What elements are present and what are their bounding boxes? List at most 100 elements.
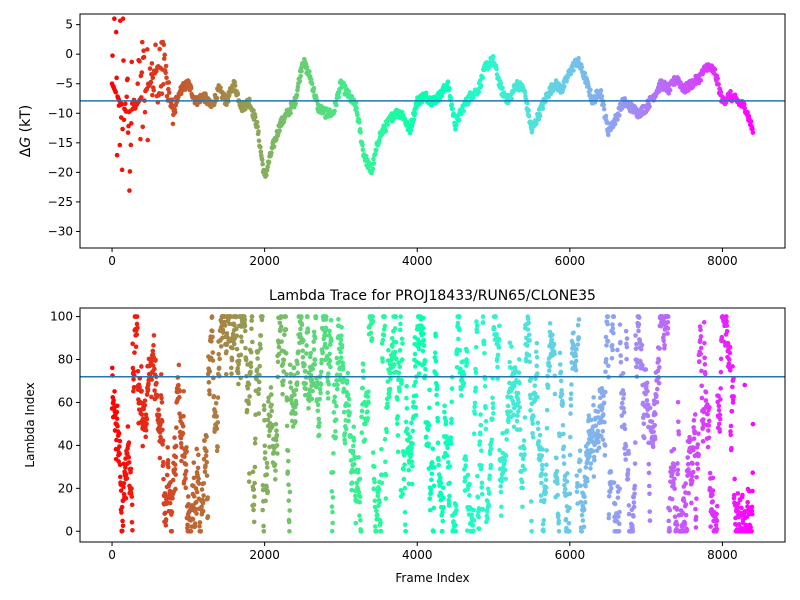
lambda-point [249,318,254,323]
lambda-point [464,360,470,366]
lambda-point [559,391,565,397]
lambda-point [641,435,647,441]
lambda-point [251,519,257,525]
lambda-point [749,504,755,510]
lambda-point [517,380,522,386]
lambda-point [345,370,351,376]
lambda-point [316,416,322,422]
lambda-point [646,483,652,489]
lambda-point [394,356,399,362]
lambda-point [269,408,275,414]
lambda-point [172,435,177,440]
lambda-point [173,443,179,449]
delta-g-y-ticks: 5 0 −5 −10 −15 −20 −25 −30 [48,18,80,238]
lambda-point [416,371,422,376]
lambda-point [447,480,452,486]
lambda-point [382,436,388,442]
delta-g-point [745,109,750,115]
lambda-x-ticks: 0 2000 4000 6000 8000 [108,542,738,562]
delta-g-point [750,130,756,135]
lambda-point [567,434,573,440]
delta-g-point [255,124,260,129]
lambda-point [457,348,463,353]
lambda-point [229,365,234,371]
lambda-point [494,331,499,337]
lambda-point [325,396,331,401]
lambda-point [387,386,393,392]
delta-g-point [453,127,458,132]
lambda-point [380,359,385,364]
delta-g-point [161,82,166,87]
lambda-point [632,461,638,466]
lambda-point [729,408,735,414]
delta-g-point [163,70,168,76]
delta-g-point [307,69,312,74]
lambda-point [646,470,652,476]
lambda-point [538,493,544,498]
lambda-point [234,326,239,332]
lambda-point [370,318,376,324]
lambda-point [571,343,577,349]
lambda-point [479,485,485,490]
lambda-point [591,395,596,400]
lambda-point [246,479,252,484]
lambda-point [674,507,680,512]
lambda-point [625,476,631,482]
lambda-point [731,394,737,399]
lambda-point [372,498,378,504]
lambda-point [146,381,151,386]
lambda-point [395,433,401,438]
lambda-y-axis-label: Lambda Index [23,382,37,467]
delta-g-point [571,68,576,73]
lambda-point [654,393,659,398]
lambda-point [700,439,706,444]
lambda-point [331,451,336,456]
delta-g-point [277,128,282,133]
delta-g-point [172,110,178,115]
lambda-point [236,381,241,387]
lambda-point [403,528,409,534]
lambda-point [224,349,229,354]
lambda-point [303,386,309,392]
lambda-point [566,520,572,526]
lambda-point [656,380,662,386]
lambda-point [558,378,564,384]
lambda-point [640,362,645,368]
lambda-point [153,357,158,363]
lambda-point [194,489,200,495]
delta-g-xtick-label: 0 [108,254,116,268]
delta-g-point [509,96,514,102]
lambda-point [188,528,194,534]
lambda-point [372,464,377,469]
lambda-point [549,337,555,342]
lambda-point [312,357,318,362]
lambda-point [282,332,287,338]
lambda-point [255,356,260,361]
lambda-point [182,454,187,460]
lambda-point [378,528,384,534]
delta-g-point [360,142,365,148]
delta-g-point [232,83,238,88]
lambda-point [500,431,505,436]
lambda-point [165,445,170,450]
lambda-point [276,344,282,350]
delta-g-ylabel-symbol: G [18,137,34,148]
lambda-point [164,499,170,504]
lambda-point [453,528,459,534]
lambda-point [498,484,504,489]
lambda-point [202,438,207,443]
lambda-point [329,528,335,534]
lambda-point [142,398,148,403]
lambda-point [390,344,395,349]
lambda-point [446,500,452,506]
lambda-point [617,509,622,515]
lambda-point [382,323,388,329]
lambda-point [234,333,240,339]
lambda-point [643,367,649,372]
lambda-point [351,438,357,443]
lambda-point [507,359,512,365]
lambda-point [256,386,262,392]
lambda-point [261,523,266,529]
lambda-point [206,380,212,385]
lambda-point [552,391,558,397]
